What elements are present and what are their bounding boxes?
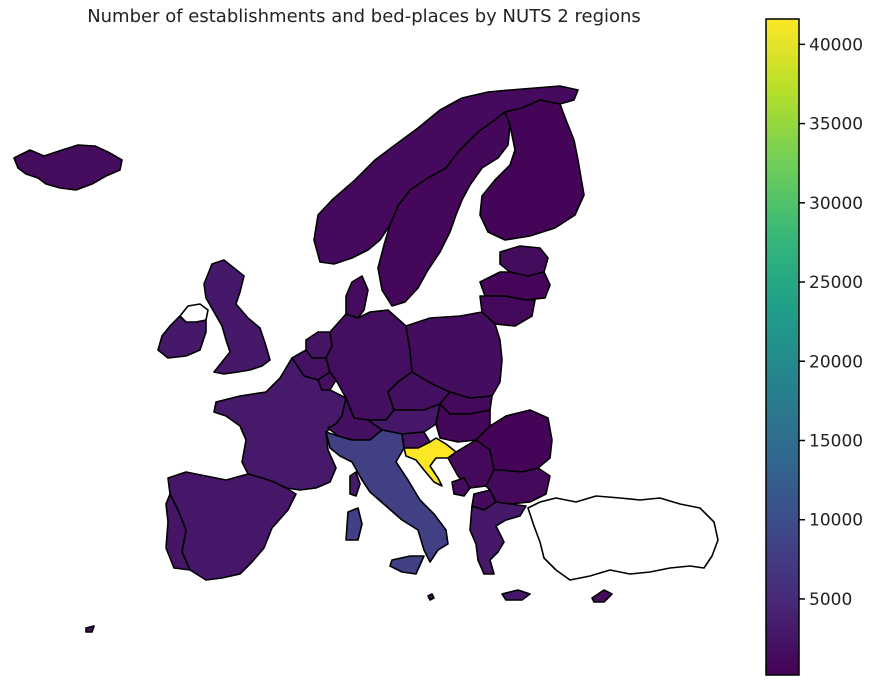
colorbar-tick-label: 5000: [809, 590, 852, 610]
region-crete: [501, 589, 531, 601]
region-corsica: [349, 471, 361, 497]
colorbar-tick-label: 35000: [809, 115, 863, 135]
region-iceland: [13, 144, 123, 191]
region-france: [213, 357, 347, 491]
region-united-kingdom: [203, 259, 271, 375]
region-greece: [469, 501, 527, 575]
region-finland: [479, 99, 585, 241]
colorbar-tick-label: 10000: [809, 511, 863, 531]
region-croatia: [403, 437, 457, 487]
map-title: Number of establishments and bed-places …: [87, 6, 641, 27]
colorbar-tick-label: 25000: [809, 273, 863, 293]
region-montenegro: [451, 477, 471, 497]
region-sicily: [389, 555, 425, 575]
colorbar-tick-label: 20000: [809, 352, 863, 372]
region-portugal: [165, 493, 191, 571]
colorbar-tick-label: 15000: [809, 431, 863, 451]
region-denmark: [345, 275, 369, 319]
region-canary-islands: [85, 625, 95, 633]
regions-layer: [13, 85, 719, 633]
region-italy: [325, 429, 449, 563]
colorbar-tick-label: 40000: [809, 35, 863, 55]
region-sardinia: [345, 507, 363, 541]
colorbar-ticks: 5000 10000 15000 20000 25000 30000 35000 40000: [799, 35, 863, 610]
region-cyprus: [591, 589, 613, 603]
region-malta: [427, 593, 435, 601]
region-turkey: [527, 495, 719, 581]
region-northern-ireland: [179, 303, 209, 323]
region-hungary: [435, 403, 491, 443]
colorbar-tick-label: 30000: [809, 194, 863, 214]
colorbar: 5000 10000 15000 20000 25000 30000 35000 40000: [765, 18, 863, 676]
colorbar-gradient: [765, 18, 800, 676]
region-sweden: [377, 111, 511, 307]
region-bulgaria: [485, 467, 551, 505]
